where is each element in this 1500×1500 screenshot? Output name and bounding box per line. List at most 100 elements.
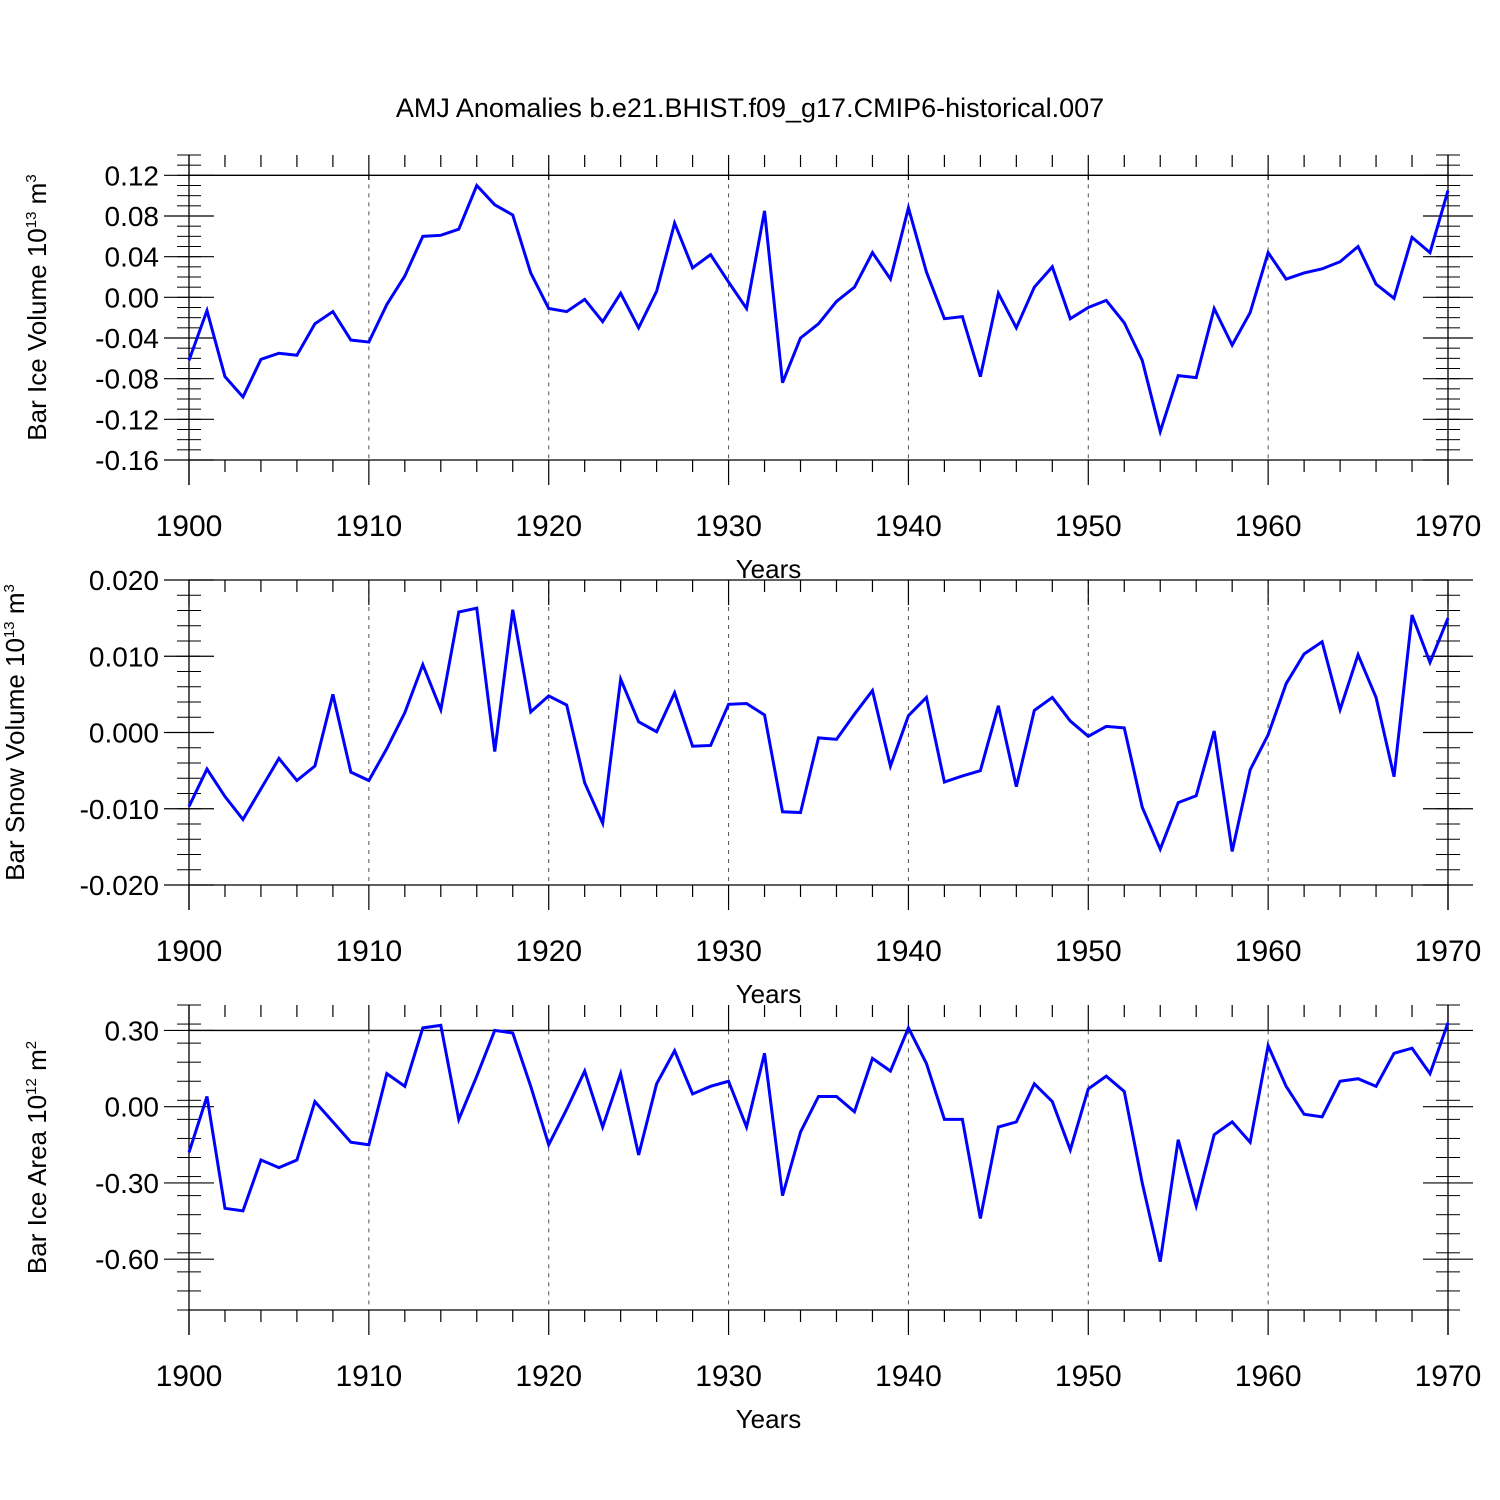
- series-line: [187, 182, 1450, 437]
- data-point: [1447, 617, 1450, 620]
- x-tick-label: 1970: [1415, 935, 1482, 968]
- data-point: [979, 375, 982, 378]
- data-point: [295, 354, 298, 357]
- data-point: [1159, 848, 1162, 851]
- chart-title: AMJ Anomalies b.e21.BHIST.f09_g17.CMIP6-…: [396, 93, 1104, 123]
- data-point: [1447, 189, 1450, 192]
- data-point: [439, 708, 442, 711]
- data-point: [907, 206, 910, 209]
- data-point: [619, 1072, 622, 1075]
- data-point: [1321, 1115, 1324, 1118]
- data-point: [1213, 307, 1216, 310]
- y-axis-label-unit: m: [0, 592, 30, 621]
- y-tick-label: -0.020: [80, 870, 159, 901]
- x-tick-label: 1910: [335, 935, 402, 968]
- data-point: [637, 1153, 640, 1156]
- data-point: [943, 317, 946, 320]
- data-point: [385, 303, 388, 306]
- data-point: [745, 702, 748, 705]
- data-point: [1357, 245, 1360, 248]
- data-point: [1015, 326, 1018, 329]
- data-point: [295, 779, 298, 782]
- x-tick-label: 1940: [875, 1360, 942, 1393]
- data-point: [1069, 720, 1072, 723]
- data-point: [1231, 1120, 1234, 1123]
- x-tick-label: 1950: [1055, 935, 1122, 968]
- data-point: [421, 235, 424, 238]
- data-point: [1033, 286, 1036, 289]
- data-point: [601, 320, 604, 323]
- data-point: [367, 341, 370, 344]
- data-point: [313, 322, 316, 325]
- data-point: [1159, 1260, 1162, 1263]
- data-point: [1303, 271, 1306, 274]
- x-axis-label: Years: [736, 979, 802, 1009]
- x-tick-label: 1910: [335, 510, 402, 543]
- data-point: [871, 251, 874, 254]
- data-point: [349, 771, 352, 774]
- data-point: [817, 1095, 820, 1098]
- data-point: [673, 691, 676, 694]
- y-axis-label: Bar Snow Volume 1013 m3: [0, 584, 30, 881]
- data-point: [439, 1024, 442, 1027]
- y-axis-label-main: Bar Ice Volume 10: [22, 228, 52, 440]
- data-point: [1357, 653, 1360, 656]
- data-point: [655, 290, 658, 293]
- y-tick-label: 0.04: [105, 242, 160, 273]
- data-point: [1177, 1138, 1180, 1141]
- data-point: [565, 1108, 568, 1111]
- data-point: [1033, 1082, 1036, 1085]
- data-point: [1051, 265, 1054, 268]
- data-point: [421, 1026, 424, 1029]
- data-point: [907, 1026, 910, 1029]
- y-tick-label: -0.12: [95, 404, 159, 435]
- data-point: [1051, 1100, 1054, 1103]
- data-point: [529, 710, 532, 713]
- data-point: [1105, 725, 1108, 728]
- data-point: [979, 769, 982, 772]
- data-point: [781, 1194, 784, 1197]
- data-point: [583, 1070, 586, 1073]
- data-point: [188, 1151, 191, 1154]
- data-point: [889, 1070, 892, 1073]
- data-point: [979, 1217, 982, 1220]
- y-axis-label-unit: m: [22, 1049, 52, 1078]
- data-point: [943, 781, 946, 784]
- y-axis-label-exponent: 12: [23, 1078, 40, 1095]
- data-point: [1285, 682, 1288, 685]
- data-point: [835, 300, 838, 303]
- data-point: [1393, 775, 1396, 778]
- data-point: [565, 310, 568, 313]
- data-point: [1339, 260, 1342, 263]
- data-point: [925, 696, 928, 699]
- y-tick-label: 0.00: [105, 1092, 160, 1123]
- data-point: [835, 1095, 838, 1098]
- data-point: [403, 711, 406, 714]
- data-point: [1321, 640, 1324, 643]
- data-point: [188, 805, 191, 808]
- data-point: [709, 744, 712, 747]
- y-tick-label: -0.010: [80, 794, 159, 825]
- data-point: [223, 375, 226, 378]
- data-point: [205, 768, 208, 771]
- y-tick-label: -0.16: [95, 445, 159, 476]
- data-point: [619, 292, 622, 295]
- data-point: [421, 663, 424, 666]
- x-tick-label: 1910: [335, 1360, 402, 1393]
- data-point: [403, 1085, 406, 1088]
- data-point: [655, 1082, 658, 1085]
- data-point: [475, 1075, 478, 1078]
- y-axis-label-unit: m: [22, 183, 52, 212]
- data-point: [745, 307, 748, 310]
- data-point: [1195, 794, 1198, 797]
- data-point: [619, 678, 622, 681]
- data-point: [1141, 1181, 1144, 1184]
- data-point: [691, 1092, 694, 1095]
- y-tick-label: 0.020: [89, 565, 159, 596]
- panel-ice-area: 1900 1910 1920 1930 1940 1950 1960 1970 Years 0.3…: [22, 1004, 1481, 1434]
- y-tick-label: 0.000: [89, 718, 159, 749]
- data-point: [1411, 1047, 1414, 1050]
- data-point: [961, 315, 964, 318]
- data-point: [1051, 696, 1054, 699]
- data-point: [241, 818, 244, 821]
